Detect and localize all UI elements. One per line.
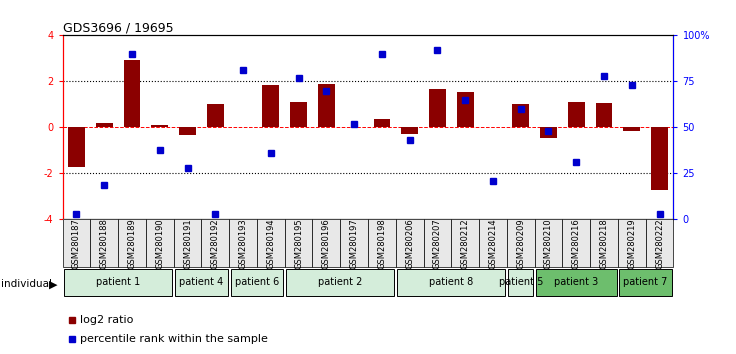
Text: patient 4: patient 4 xyxy=(180,277,224,287)
Bar xyxy=(96,123,113,127)
Bar xyxy=(318,84,335,127)
Bar xyxy=(68,127,85,167)
Bar xyxy=(263,85,279,127)
Text: ▶: ▶ xyxy=(49,279,57,289)
Text: patient 2: patient 2 xyxy=(318,277,362,287)
Bar xyxy=(568,102,584,127)
FancyBboxPatch shape xyxy=(340,219,368,267)
FancyBboxPatch shape xyxy=(619,269,672,296)
FancyBboxPatch shape xyxy=(257,219,285,267)
FancyBboxPatch shape xyxy=(423,219,451,267)
Bar xyxy=(152,125,168,127)
FancyBboxPatch shape xyxy=(536,269,617,296)
Bar xyxy=(179,127,196,136)
Text: patient 7: patient 7 xyxy=(623,277,668,287)
FancyBboxPatch shape xyxy=(562,219,590,267)
Bar xyxy=(290,102,307,127)
FancyBboxPatch shape xyxy=(396,219,423,267)
FancyBboxPatch shape xyxy=(230,269,283,296)
Text: GDS3696 / 19695: GDS3696 / 19695 xyxy=(63,21,173,34)
FancyBboxPatch shape xyxy=(118,219,146,267)
Text: individual: individual xyxy=(1,279,52,289)
Bar xyxy=(512,104,529,127)
Text: patient 1: patient 1 xyxy=(96,277,141,287)
FancyBboxPatch shape xyxy=(368,219,396,267)
FancyBboxPatch shape xyxy=(534,219,562,267)
FancyBboxPatch shape xyxy=(175,269,227,296)
Bar xyxy=(623,127,640,131)
FancyBboxPatch shape xyxy=(590,219,618,267)
FancyBboxPatch shape xyxy=(63,219,91,267)
FancyBboxPatch shape xyxy=(174,219,202,267)
FancyBboxPatch shape xyxy=(451,219,479,267)
FancyBboxPatch shape xyxy=(146,219,174,267)
FancyBboxPatch shape xyxy=(313,219,340,267)
Bar xyxy=(374,119,390,127)
Bar xyxy=(207,104,224,127)
FancyBboxPatch shape xyxy=(507,219,534,267)
FancyBboxPatch shape xyxy=(229,219,257,267)
Bar xyxy=(429,90,446,127)
FancyBboxPatch shape xyxy=(91,219,118,267)
Text: patient 5: patient 5 xyxy=(498,277,543,287)
Bar xyxy=(124,59,141,127)
FancyBboxPatch shape xyxy=(618,219,645,267)
FancyBboxPatch shape xyxy=(645,219,673,267)
Text: patient 6: patient 6 xyxy=(235,277,279,287)
Bar xyxy=(595,103,612,127)
FancyBboxPatch shape xyxy=(397,269,506,296)
Text: patient 8: patient 8 xyxy=(429,277,473,287)
FancyBboxPatch shape xyxy=(285,219,313,267)
FancyBboxPatch shape xyxy=(202,219,229,267)
FancyBboxPatch shape xyxy=(509,269,533,296)
Bar xyxy=(457,92,473,127)
FancyBboxPatch shape xyxy=(479,219,507,267)
Text: patient 3: patient 3 xyxy=(554,277,598,287)
Text: log2 ratio: log2 ratio xyxy=(79,315,133,325)
Bar xyxy=(540,127,557,138)
Bar xyxy=(651,127,668,190)
FancyBboxPatch shape xyxy=(286,269,394,296)
Text: percentile rank within the sample: percentile rank within the sample xyxy=(79,333,268,344)
FancyBboxPatch shape xyxy=(64,269,172,296)
Bar xyxy=(401,127,418,134)
